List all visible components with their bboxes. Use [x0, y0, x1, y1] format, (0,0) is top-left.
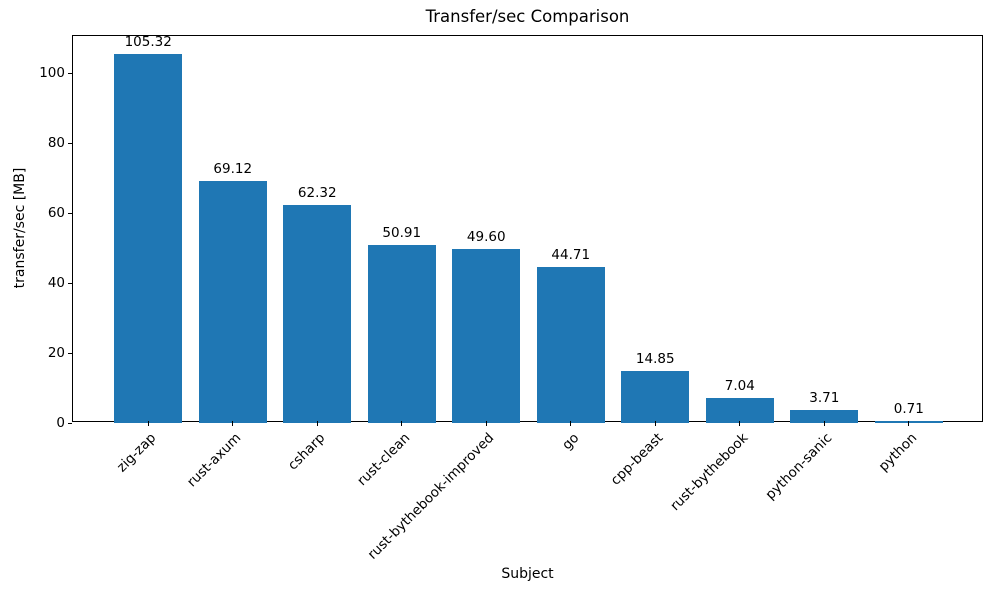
y-tick-mark: [68, 72, 72, 74]
x-tick-label: rust-bythebook-improved: [364, 430, 498, 563]
x-tick-label: rust-bythebook: [666, 430, 752, 515]
y-tick-label: 0: [56, 415, 65, 431]
x-tick-mark: [147, 421, 149, 426]
chart-title: Transfer/sec Comparison: [425, 7, 630, 26]
x-tick-label: go: [558, 430, 583, 454]
x-tick-label: cpp-beast: [607, 430, 667, 489]
x-tick-mark: [908, 421, 910, 426]
y-tick-label: 80: [47, 135, 65, 152]
bar-value-label: 49.60: [466, 229, 506, 246]
bar: [367, 244, 436, 423]
bar-value-label: 0.71: [893, 400, 924, 417]
bar: [536, 266, 605, 423]
x-tick-mark: [739, 421, 741, 426]
y-tick-mark: [68, 212, 72, 214]
bar-value-label: 3.71: [809, 390, 840, 407]
bar-value-label: 7.04: [724, 378, 755, 395]
x-tick-mark: [316, 421, 318, 426]
bar-value-label: 44.71: [551, 246, 591, 263]
y-tick-mark: [68, 352, 72, 354]
x-tick-label: rust-clean: [353, 430, 414, 490]
bar-value-label: 62.32: [297, 184, 337, 201]
x-tick-mark: [570, 421, 572, 426]
bar-value-label: 105.32: [124, 34, 172, 51]
x-tick-label: rust-axum: [183, 430, 245, 491]
bar-value-label: 14.85: [635, 351, 675, 368]
y-tick-label: 20: [47, 345, 65, 362]
y-tick-mark: [68, 422, 72, 424]
x-tick-mark: [485, 421, 487, 426]
x-tick-label: csharp: [285, 430, 329, 474]
x-tick-mark: [232, 421, 234, 426]
bar-value-label: 69.12: [213, 161, 253, 178]
x-tick-label: python: [875, 430, 921, 475]
bar-value-label: 50.91: [382, 224, 422, 241]
bar: [114, 54, 182, 423]
y-tick-mark: [68, 282, 72, 284]
x-tick-mark: [401, 421, 403, 426]
bar: [198, 181, 267, 423]
x-axis-label: Subject: [501, 566, 554, 582]
y-tick-label: 100: [39, 65, 65, 82]
x-tick-label: python-sanic: [762, 430, 836, 503]
x-tick-mark: [823, 421, 825, 426]
y-tick-mark: [68, 142, 72, 144]
y-tick-label: 40: [47, 275, 65, 292]
bar: [790, 410, 859, 423]
y-tick-label: 60: [47, 205, 65, 222]
x-tick-mark: [654, 421, 656, 426]
y-axis-label: transfer/sec [MB]: [12, 167, 28, 289]
bar: [283, 204, 352, 423]
bar: [621, 371, 690, 423]
bar: [452, 249, 521, 423]
bar: [705, 398, 774, 423]
plot-area: 0 20 40 60 80 100 105.32 zig-zap 69.12 rust-axum 6…: [39, 34, 983, 563]
